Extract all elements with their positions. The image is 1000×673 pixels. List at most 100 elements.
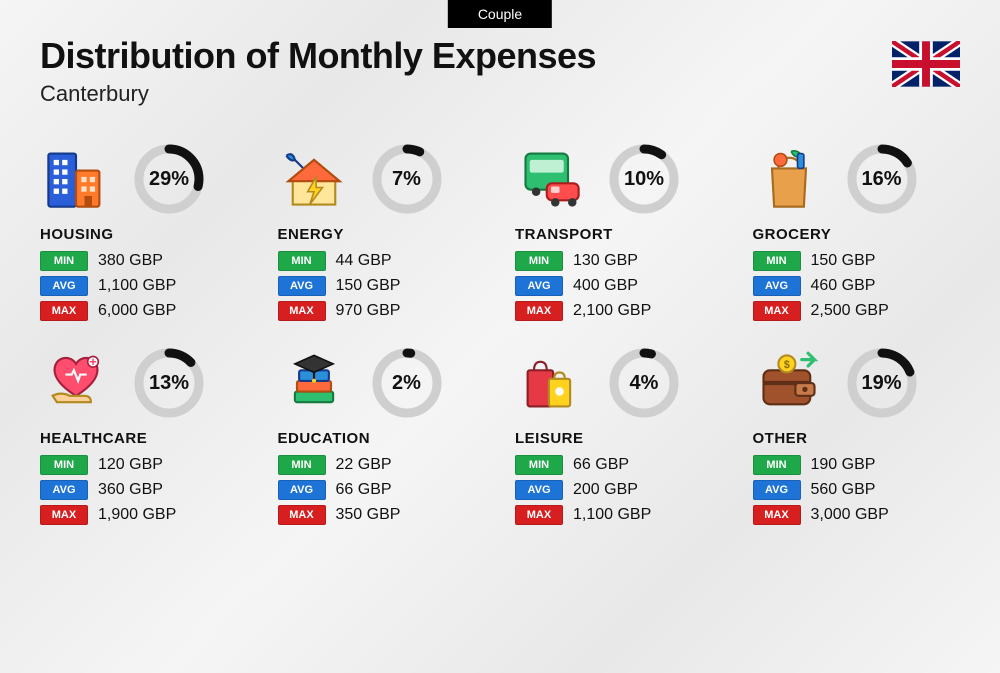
percent-value: 19% — [845, 346, 919, 420]
max-value: 2,100 GBP — [573, 302, 651, 320]
percent-value: 13% — [132, 346, 206, 420]
bus-car-icon — [515, 143, 587, 215]
stat-avg: AVG 1,100 GBP — [40, 276, 248, 296]
stat-min: MIN 380 GBP — [40, 251, 248, 271]
avg-label: AVG — [753, 480, 801, 500]
expense-card-transport: 10% TRANSPORT MIN 130 GBP AVG 400 GBP MA… — [515, 142, 723, 326]
avg-value: 400 GBP — [573, 277, 638, 295]
stat-max: MAX 1,100 GBP — [515, 505, 723, 525]
min-value: 380 GBP — [98, 252, 163, 270]
avg-label: AVG — [515, 276, 563, 296]
percent-donut: 4% — [607, 346, 681, 420]
stat-min: MIN 130 GBP — [515, 251, 723, 271]
stat-min: MIN 150 GBP — [753, 251, 961, 271]
min-label: MIN — [753, 251, 801, 271]
min-label: MIN — [40, 251, 88, 271]
avg-value: 150 GBP — [336, 277, 401, 295]
max-label: MAX — [515, 301, 563, 321]
avg-label: AVG — [278, 480, 326, 500]
stat-min: MIN 44 GBP — [278, 251, 486, 271]
svg-text:$: $ — [783, 359, 789, 371]
avg-value: 1,100 GBP — [98, 277, 176, 295]
shopping-bags-icon — [515, 347, 587, 419]
percent-value: 4% — [607, 346, 681, 420]
category-name: HEALTHCARE — [40, 430, 248, 447]
percent-donut: 7% — [370, 142, 444, 216]
percent-value: 7% — [370, 142, 444, 216]
max-label: MAX — [278, 301, 326, 321]
avg-value: 560 GBP — [811, 481, 876, 499]
avg-label: AVG — [40, 276, 88, 296]
stat-max: MAX 2,500 GBP — [753, 301, 961, 321]
household-badge: Couple — [448, 0, 552, 28]
max-value: 2,500 GBP — [811, 302, 889, 320]
max-value: 3,000 GBP — [811, 506, 889, 524]
stat-min: MIN 66 GBP — [515, 455, 723, 475]
min-value: 44 GBP — [336, 252, 392, 270]
avg-value: 460 GBP — [811, 277, 876, 295]
expense-card-education: 2% EDUCATION MIN 22 GBP AVG 66 GBP MAX 3… — [278, 346, 486, 530]
min-value: 150 GBP — [811, 252, 876, 270]
percent-donut: 2% — [370, 346, 444, 420]
max-label: MAX — [40, 301, 88, 321]
avg-value: 66 GBP — [336, 481, 392, 499]
house-bolt-icon — [278, 143, 350, 215]
max-label: MAX — [278, 505, 326, 525]
category-name: LEISURE — [515, 430, 723, 447]
max-label: MAX — [40, 505, 88, 525]
percent-value: 10% — [607, 142, 681, 216]
stat-max: MAX 970 GBP — [278, 301, 486, 321]
expense-card-other: $ 19% OTHER MIN 190 GBP AVG 560 GBP MAX … — [753, 346, 961, 530]
stat-max: MAX 6,000 GBP — [40, 301, 248, 321]
percent-donut: 13% — [132, 346, 206, 420]
grad-books-icon — [278, 347, 350, 419]
percent-donut: 19% — [845, 346, 919, 420]
category-name: HOUSING — [40, 226, 248, 243]
avg-label: AVG — [278, 276, 326, 296]
stat-avg: AVG 66 GBP — [278, 480, 486, 500]
stat-max: MAX 2,100 GBP — [515, 301, 723, 321]
max-label: MAX — [753, 505, 801, 525]
min-label: MIN — [515, 455, 563, 475]
stat-min: MIN 120 GBP — [40, 455, 248, 475]
stat-avg: AVG 460 GBP — [753, 276, 961, 296]
min-value: 66 GBP — [573, 456, 629, 474]
percent-donut: 16% — [845, 142, 919, 216]
heart-hand-icon — [40, 347, 112, 419]
stat-min: MIN 190 GBP — [753, 455, 961, 475]
page-title: Distribution of Monthly Expenses — [40, 35, 596, 77]
min-value: 120 GBP — [98, 456, 163, 474]
buildings-icon — [40, 143, 112, 215]
page-subtitle: Canterbury — [40, 81, 596, 107]
stat-max: MAX 1,900 GBP — [40, 505, 248, 525]
stat-min: MIN 22 GBP — [278, 455, 486, 475]
percent-value: 2% — [370, 346, 444, 420]
avg-value: 360 GBP — [98, 481, 163, 499]
stat-avg: AVG 200 GBP — [515, 480, 723, 500]
min-label: MIN — [278, 455, 326, 475]
percent-value: 16% — [845, 142, 919, 216]
expense-card-grocery: 16% GROCERY MIN 150 GBP AVG 460 GBP MAX … — [753, 142, 961, 326]
expense-card-housing: 29% HOUSING MIN 380 GBP AVG 1,100 GBP MA… — [40, 142, 248, 326]
category-name: GROCERY — [753, 226, 961, 243]
category-name: ENERGY — [278, 226, 486, 243]
min-label: MIN — [278, 251, 326, 271]
avg-label: AVG — [40, 480, 88, 500]
min-label: MIN — [515, 251, 563, 271]
max-value: 1,100 GBP — [573, 506, 651, 524]
expense-card-leisure: 4% LEISURE MIN 66 GBP AVG 200 GBP MAX 1,… — [515, 346, 723, 530]
stat-avg: AVG 150 GBP — [278, 276, 486, 296]
max-value: 6,000 GBP — [98, 302, 176, 320]
percent-value: 29% — [132, 142, 206, 216]
category-name: EDUCATION — [278, 430, 486, 447]
max-value: 350 GBP — [336, 506, 401, 524]
uk-flag-icon — [892, 41, 960, 87]
expense-card-healthcare: 13% HEALTHCARE MIN 120 GBP AVG 360 GBP M… — [40, 346, 248, 530]
min-value: 190 GBP — [811, 456, 876, 474]
percent-donut: 29% — [132, 142, 206, 216]
avg-label: AVG — [753, 276, 801, 296]
max-value: 1,900 GBP — [98, 506, 176, 524]
stat-avg: AVG 560 GBP — [753, 480, 961, 500]
max-value: 970 GBP — [336, 302, 401, 320]
stat-avg: AVG 360 GBP — [40, 480, 248, 500]
